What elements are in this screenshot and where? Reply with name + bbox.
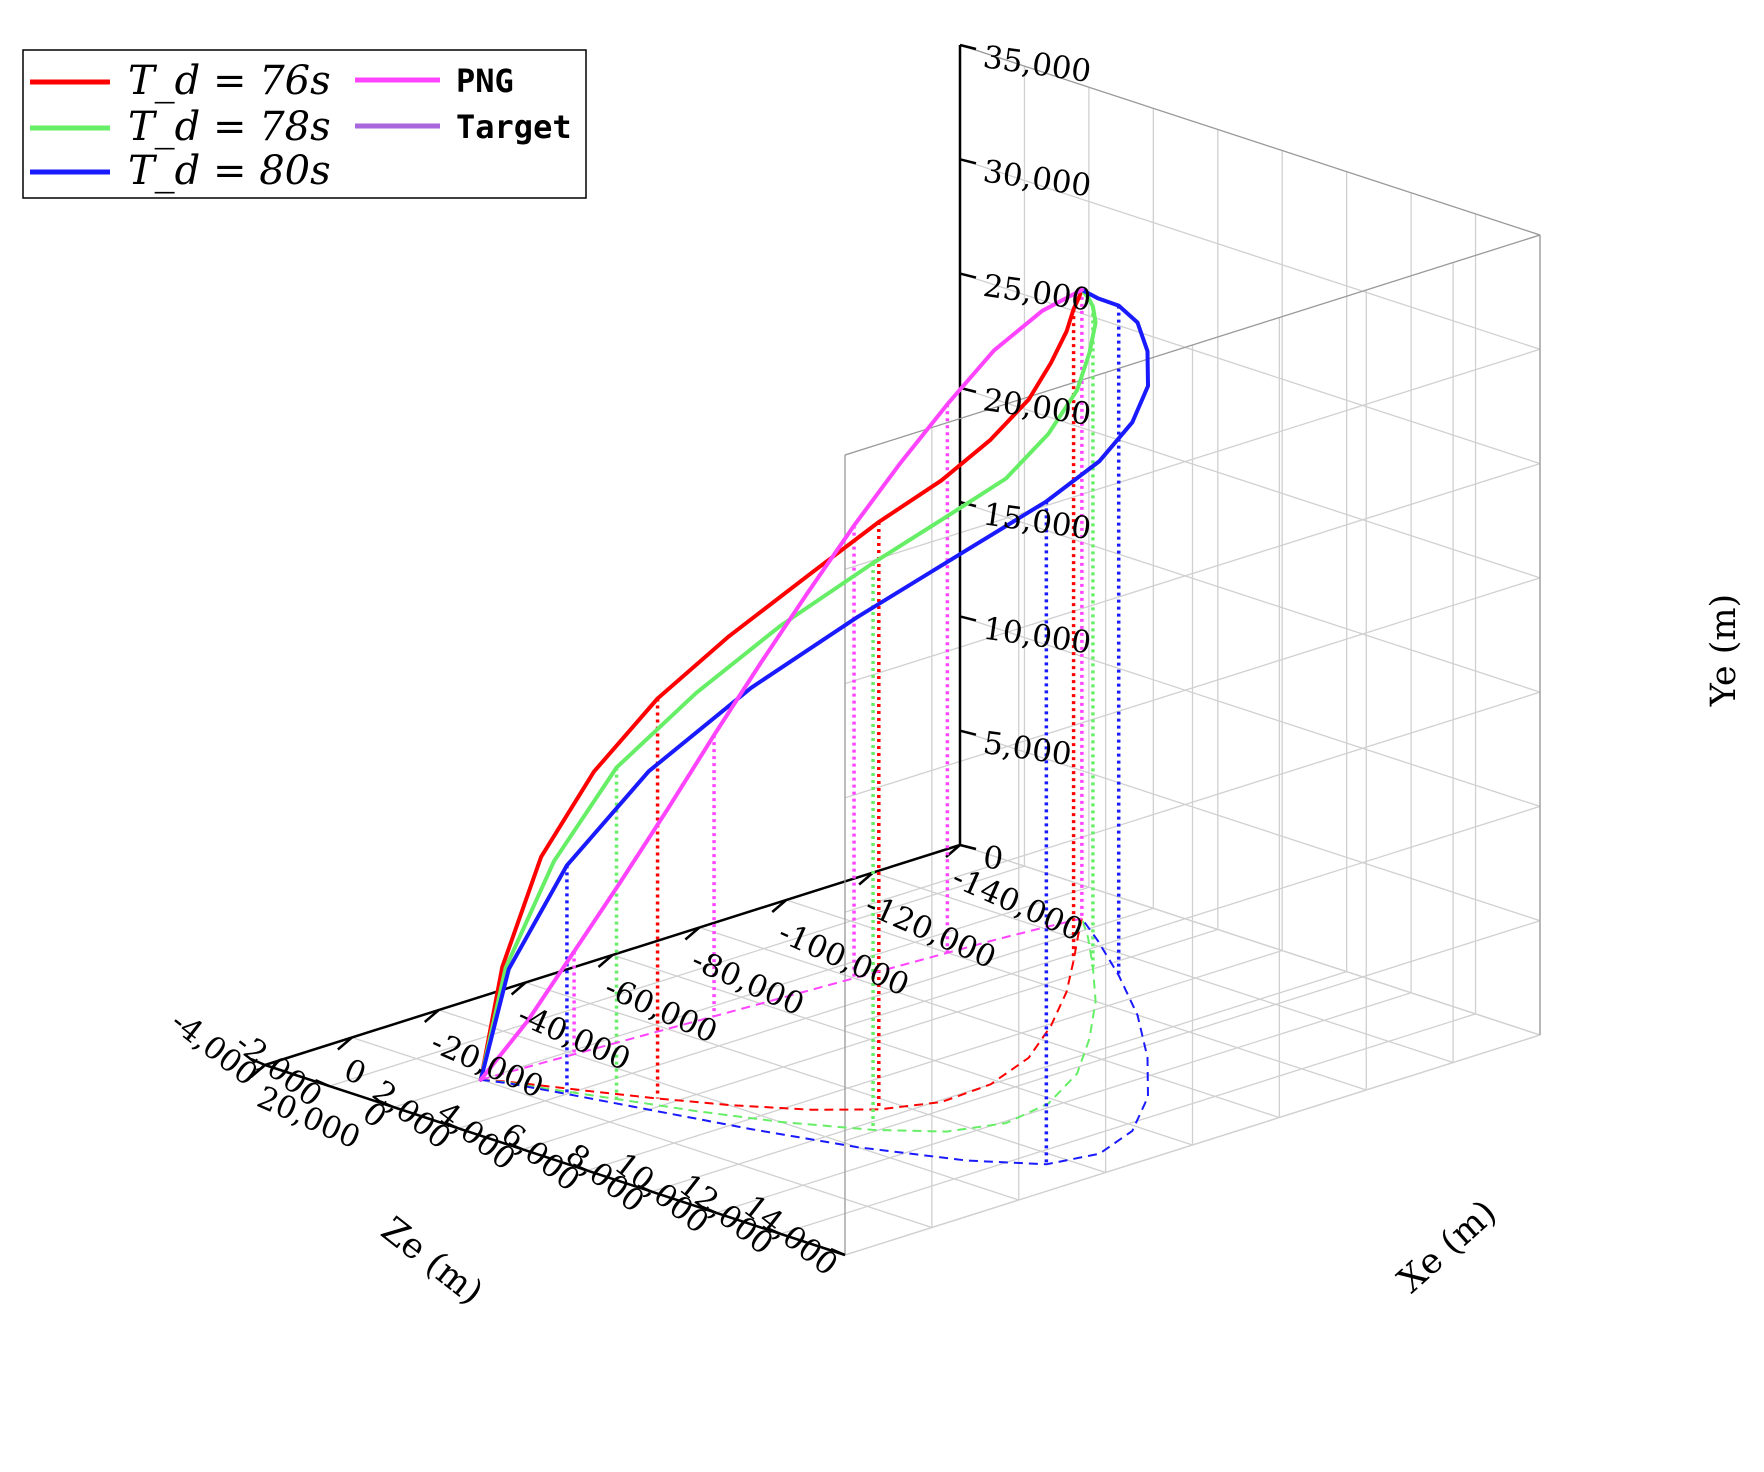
y-axis-title: Ye (m): [1704, 594, 1744, 707]
y-tick-label: 30,000: [981, 154, 1093, 205]
legend: T_d = 76s T_d = 78s T_d = 80s PNG Target: [22, 49, 587, 199]
legend-label-td80: T_d = 80s: [128, 148, 331, 194]
y-tick-mark: [959, 43, 977, 51]
z-tick-mark: [250, 1057, 266, 1067]
floor-gridline: [525, 981, 1106, 1174]
y-tick-mark: [959, 158, 977, 165]
x-tick-mark: [250, 1064, 266, 1078]
z-tick-mark: [830, 1247, 846, 1257]
z-tick-mark: [701, 1205, 717, 1214]
floor-gridline: [329, 865, 1025, 1087]
frame-edge: [959, 44, 1541, 236]
floor-gridline: [522, 928, 1218, 1151]
wall-gridline: [959, 615, 1541, 808]
floor-gridline: [393, 886, 1090, 1108]
z-tick-mark: [766, 1226, 782, 1236]
legend-label-td78: T_d = 78s: [128, 104, 331, 150]
x-tick-mark: [771, 899, 788, 913]
x-tick-mark: [423, 1009, 440, 1023]
floor-projection-t-d-76s: [480, 918, 1083, 1111]
y-tick-mark: [959, 272, 977, 279]
wall-gridline: [959, 844, 1541, 1036]
series-line-png: [478, 287, 1084, 1082]
legend-label-target: Target: [456, 108, 572, 146]
y-tick-label: 25,000: [981, 268, 1093, 319]
wall-gridline: [844, 920, 1541, 1142]
tick-labels-layer: -140,000-120,000-100,000-80,000-60,000-4…: [164, 39, 1093, 1283]
z-tick-mark: [637, 1184, 653, 1193]
x-tick-mark: [684, 926, 701, 941]
floor-projection-t-d-78s: [480, 918, 1097, 1133]
floor-gridline: [612, 954, 1193, 1146]
y-tick-label: 15,000: [981, 496, 1093, 547]
y-tick-label: 5,000: [981, 725, 1074, 773]
y-tick-label: 10,000: [981, 611, 1093, 662]
wall-gridline: [844, 1034, 1541, 1256]
x-tick-mark: [510, 981, 527, 996]
wall-gridline: [959, 158, 1541, 350]
floor-gridline: [786, 899, 1367, 1091]
x-tick-mark: [858, 871, 874, 886]
floor-gridline: [699, 926, 1280, 1119]
y-tick-label: 0: [981, 839, 1006, 877]
floor-gridline: [351, 1036, 933, 1229]
x-tick-label: 0: [339, 1052, 372, 1093]
x-axis-title: Xe (m): [1391, 1193, 1505, 1301]
z-axis-title: Ze (m): [373, 1210, 490, 1313]
wall-gridline: [844, 805, 1541, 1028]
floor-projection-t-d-80s: [480, 917, 1150, 1166]
floor-gridline: [780, 1013, 1476, 1235]
projection-layer: [480, 289, 1150, 1166]
wall-gridline: [844, 691, 1541, 913]
legend-label-png: PNG: [456, 62, 514, 100]
z-axis-line: [264, 1063, 846, 1257]
series-line-t-d-78s: [478, 287, 1098, 1082]
floor-gridline: [715, 992, 1412, 1214]
y-tick-mark: [959, 843, 977, 851]
legend-box: [22, 49, 587, 199]
z-tick-mark: [314, 1078, 330, 1088]
legend-label-td76: T_d = 76s: [128, 58, 331, 104]
z-tick-mark: [508, 1142, 524, 1151]
floor-gridline: [458, 907, 1154, 1129]
z-tick-mark: [572, 1163, 588, 1172]
z-tick-mark: [379, 1100, 395, 1109]
y-tick-mark: [959, 729, 977, 736]
floor-gridline: [872, 871, 1454, 1064]
grid-layer: [264, 44, 1541, 1256]
floor-gridline: [587, 949, 1283, 1172]
series-layer: [478, 287, 1150, 1082]
x-tick-mark: [597, 954, 614, 968]
floor-gridline: [651, 971, 1347, 1193]
y-tick-label: 35,000: [981, 39, 1093, 90]
wall-gridline: [959, 730, 1541, 922]
series-line-t-d-80s: [478, 287, 1150, 1082]
wall-gridline: [959, 501, 1541, 693]
x-tick-mark: [337, 1036, 353, 1051]
series-line-t-d-76s: [478, 287, 1084, 1082]
floor-gridline: [438, 1009, 1019, 1201]
frame-edge: [844, 234, 1541, 456]
axes-frame: [250, 43, 1541, 1257]
z-tick-mark: [443, 1121, 459, 1130]
y-tick-mark: [959, 615, 977, 622]
